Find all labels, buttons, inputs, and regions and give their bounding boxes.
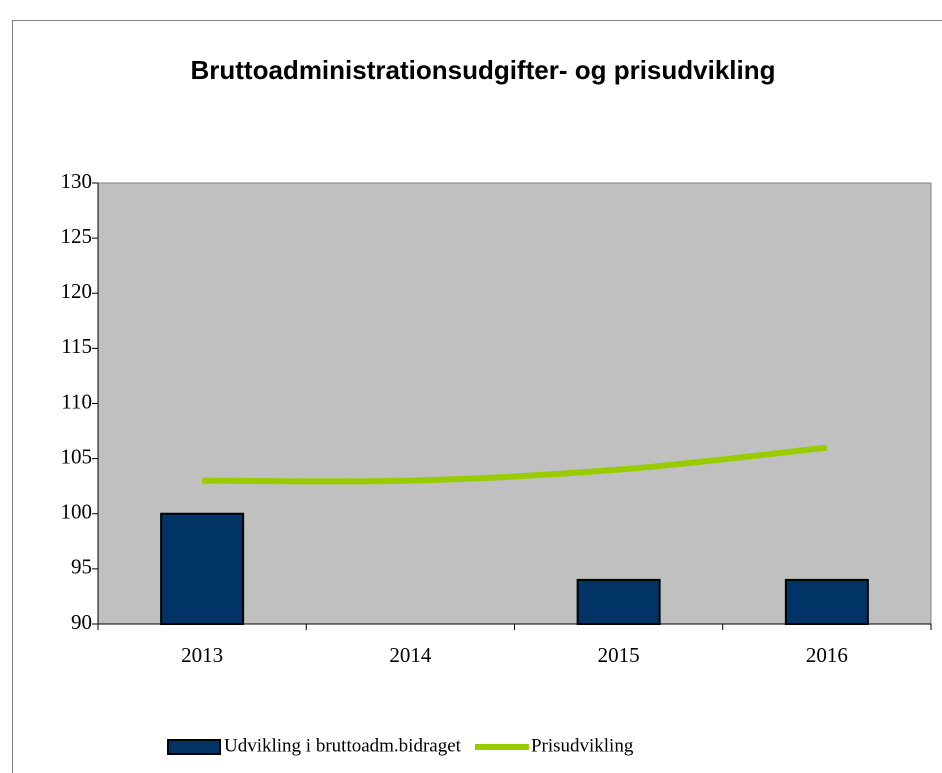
chart-title: Bruttoadministrationsudgifter- og prisud… (191, 55, 776, 85)
y-tick-label: 100 (61, 500, 93, 524)
line (202, 444, 828, 485)
y-tick-label: 120 (61, 279, 93, 303)
y-tick-label: 125 (61, 224, 93, 248)
legend-swatch (167, 739, 221, 755)
x-tick-label: 2013 (181, 643, 223, 667)
x-tick-label: 2016 (806, 643, 848, 667)
bar (784, 578, 869, 626)
bar (576, 578, 661, 626)
y-tick-label: 105 (61, 444, 93, 468)
y-tick-label: 95 (71, 555, 92, 579)
x-tick-label: 2015 (598, 643, 640, 667)
y-tick-label: 115 (61, 334, 92, 358)
y-tick-label: 110 (61, 389, 92, 413)
legend-label: Prisudvikling (531, 735, 634, 756)
bar (160, 512, 245, 625)
y-tick-label: 130 (61, 169, 93, 193)
y-tick-label: 90 (71, 610, 92, 634)
x-tick-label: 2014 (389, 643, 432, 667)
legend-label: Udvikling i bruttoadm.bidraget (224, 735, 462, 756)
